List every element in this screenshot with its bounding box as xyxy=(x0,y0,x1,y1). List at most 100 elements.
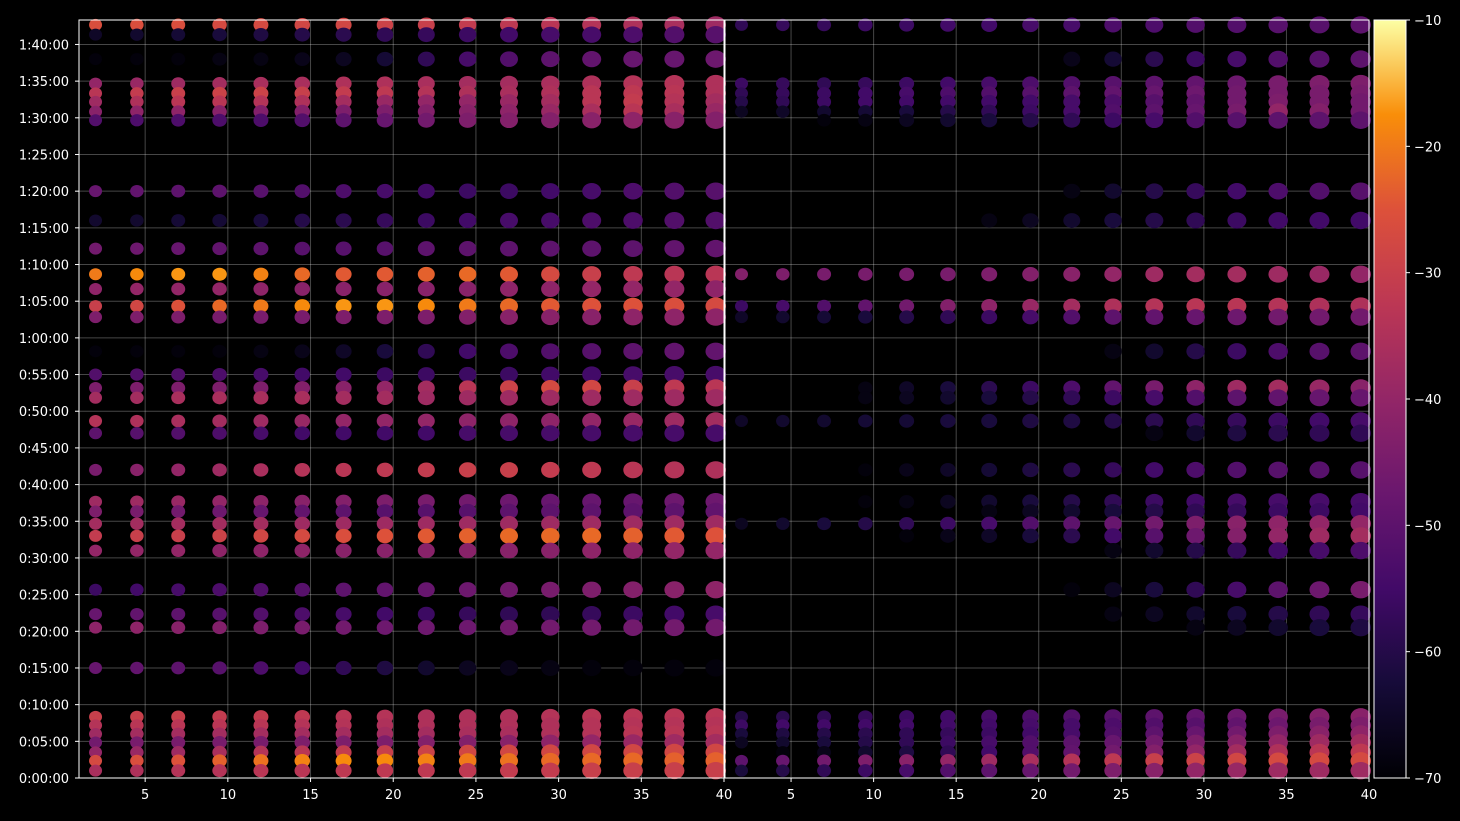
heatmap-cell xyxy=(776,754,790,768)
heatmap-cell xyxy=(458,413,477,429)
heatmap-cell xyxy=(130,95,144,109)
heatmap-cell xyxy=(130,621,144,634)
heatmap-cell xyxy=(735,268,749,281)
heatmap-cell xyxy=(940,299,956,313)
heatmap-cell xyxy=(1063,51,1081,67)
heatmap-cell xyxy=(858,754,873,768)
heatmap-cell xyxy=(981,113,998,128)
heatmap-cell xyxy=(1309,412,1330,430)
heatmap-cell xyxy=(171,52,186,66)
heatmap-cell xyxy=(541,461,560,478)
heatmap-cell xyxy=(1186,425,1205,442)
panel-frame xyxy=(78,19,725,779)
heatmap-cell xyxy=(1227,619,1247,636)
heatmap-cell xyxy=(1145,309,1164,325)
heatmap-cell xyxy=(1104,462,1122,478)
heatmap-cell xyxy=(664,211,685,230)
heatmap-cell xyxy=(212,754,227,768)
heatmap-cell xyxy=(1268,412,1288,430)
y-tick-label: 0:55:00 xyxy=(19,369,69,384)
heatmap-cell xyxy=(1268,389,1288,407)
heatmap-cell xyxy=(171,529,186,543)
heatmap-cell xyxy=(1309,762,1330,780)
heatmap-cell xyxy=(1063,763,1081,779)
heatmap-cell xyxy=(171,28,186,42)
heatmap-cell xyxy=(705,618,726,637)
heatmap-cell xyxy=(1309,342,1330,360)
heatmap-cell xyxy=(664,26,685,44)
heatmap-cell xyxy=(705,265,726,283)
y-tick-label: 0:20:00 xyxy=(19,625,69,640)
heatmap-cell xyxy=(899,95,915,109)
heatmap-cell xyxy=(376,241,394,256)
heatmap-cell xyxy=(981,76,998,91)
heatmap-cell xyxy=(500,343,518,360)
heatmap-cell xyxy=(335,413,352,429)
x-tick-label: 35 xyxy=(1278,788,1295,803)
heatmap-cell xyxy=(1063,298,1081,314)
heatmap-cell xyxy=(705,527,726,545)
heatmap-cell xyxy=(776,299,790,313)
heatmap-cell xyxy=(171,381,186,395)
heatmap-cell xyxy=(735,415,749,428)
heatmap-cell xyxy=(1268,16,1288,34)
heatmap-cell xyxy=(1309,389,1330,407)
heatmap-cell xyxy=(899,529,915,543)
heatmap-cell xyxy=(1309,619,1330,637)
heatmap-cell xyxy=(253,516,269,531)
heatmap-cell xyxy=(335,17,352,32)
heatmap-cell xyxy=(253,543,269,558)
heatmap-cell xyxy=(253,504,269,519)
heatmap-cell xyxy=(500,51,518,67)
heatmap-cell xyxy=(1350,502,1371,521)
heatmap-cell xyxy=(212,113,227,127)
heatmap-cell xyxy=(89,583,103,596)
heatmap-cell xyxy=(582,412,602,430)
heatmap-cell xyxy=(582,240,602,257)
heatmap-cell xyxy=(417,462,435,478)
heatmap-cell xyxy=(171,505,186,518)
heatmap-cell xyxy=(858,95,873,109)
heatmap-cell xyxy=(212,368,227,382)
heatmap-cell xyxy=(705,412,726,430)
heatmap-cell xyxy=(417,281,435,297)
heatmap-cell xyxy=(899,310,915,324)
heatmap-cell xyxy=(171,607,186,621)
heatmap-cell xyxy=(1104,51,1122,67)
heatmap-cell xyxy=(1063,309,1081,325)
heatmap-cell xyxy=(899,391,915,405)
heatmap-cell xyxy=(294,241,311,256)
heatmap-cell xyxy=(776,77,790,90)
heatmap-cell xyxy=(171,583,186,597)
heatmap-cell xyxy=(212,391,227,405)
heatmap-cell xyxy=(130,299,144,313)
y-tick-label: 1:40:00 xyxy=(19,38,69,53)
heatmap-cell xyxy=(981,213,998,228)
heatmap-cell xyxy=(817,414,832,428)
heatmap-cell xyxy=(1309,527,1330,545)
heatmap-cell xyxy=(171,282,186,296)
heatmap-cell xyxy=(376,344,394,359)
heatmap-cell xyxy=(417,763,435,779)
heatmap-cell xyxy=(981,735,998,750)
heatmap-cell xyxy=(376,281,394,297)
heatmap-cell xyxy=(458,298,477,314)
heatmap-cell xyxy=(89,608,103,621)
heatmap-cell xyxy=(623,111,643,129)
heatmap-cell xyxy=(981,528,998,544)
heatmap-cell xyxy=(130,114,144,127)
heatmap-cell xyxy=(981,380,998,396)
heatmap-cell xyxy=(735,95,749,108)
heatmap-cell xyxy=(500,515,518,532)
heatmap-cell xyxy=(817,754,832,768)
heatmap-cell xyxy=(253,299,269,313)
heatmap-cell xyxy=(1227,389,1247,406)
heatmap-cell xyxy=(335,620,352,635)
heatmap-cell xyxy=(1022,413,1039,429)
heatmap-cell xyxy=(335,344,352,359)
heatmap-cell xyxy=(705,389,726,407)
heatmap-cell xyxy=(899,414,915,428)
heatmap-cell xyxy=(664,581,685,599)
heatmap-cell xyxy=(335,241,352,256)
heatmap-cell xyxy=(458,542,477,559)
